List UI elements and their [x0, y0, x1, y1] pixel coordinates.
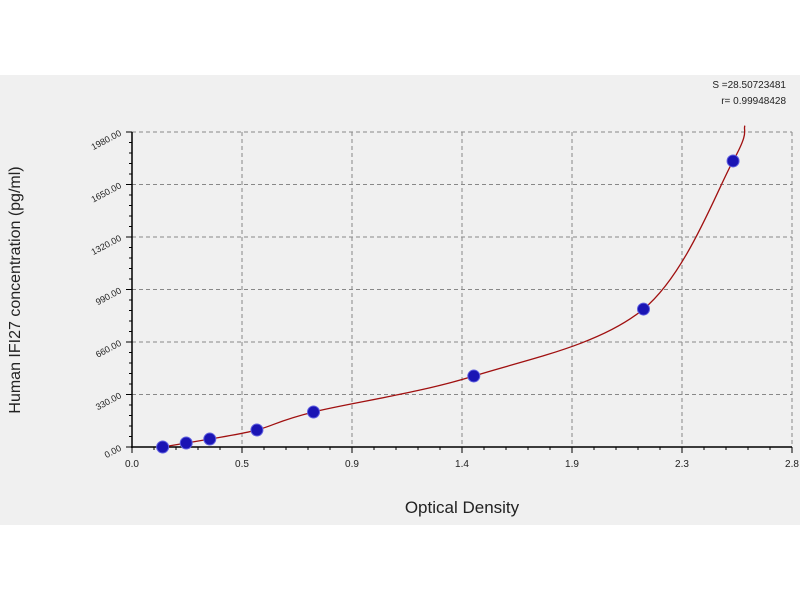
- x-tick-label: 2.3: [675, 459, 689, 470]
- data-point: [307, 405, 320, 419]
- data-point: [467, 369, 481, 383]
- fit-s-annotation: S =28.50723481: [712, 80, 786, 91]
- x-axis-label: Optical Density: [405, 498, 520, 517]
- y-tick-label: 1320.00: [90, 233, 123, 257]
- x-tick-label: 0.9: [345, 459, 359, 470]
- x-tick-label: 1.4: [455, 459, 469, 470]
- data-point: [250, 423, 264, 437]
- y-tick-label: 0.00: [103, 443, 123, 460]
- data-point: [203, 432, 217, 446]
- fit-curve: [162, 125, 746, 448]
- x-tick-label: 0.0: [125, 459, 139, 470]
- y-tick-label: 990.00: [94, 285, 123, 307]
- y-tick-label: 330.00: [94, 390, 123, 412]
- y-tick-label: 660.00: [94, 338, 123, 360]
- x-tick-label: 1.9: [565, 459, 579, 470]
- x-tick-label: 2.8: [785, 459, 799, 470]
- y-tick-label: 1980.00: [90, 128, 123, 152]
- data-point: [179, 436, 193, 450]
- y-tick-label: 1650.00: [90, 180, 123, 204]
- x-tick-label: 0.5: [235, 459, 249, 470]
- data-point: [156, 440, 170, 454]
- data-point: [726, 154, 740, 168]
- y-axis-label: Human IFI27 concentration (pg/ml): [7, 166, 24, 413]
- data-point: [637, 302, 650, 316]
- chart-background: [0, 75, 800, 525]
- fit-r-annotation: r= 0.99948428: [721, 96, 786, 107]
